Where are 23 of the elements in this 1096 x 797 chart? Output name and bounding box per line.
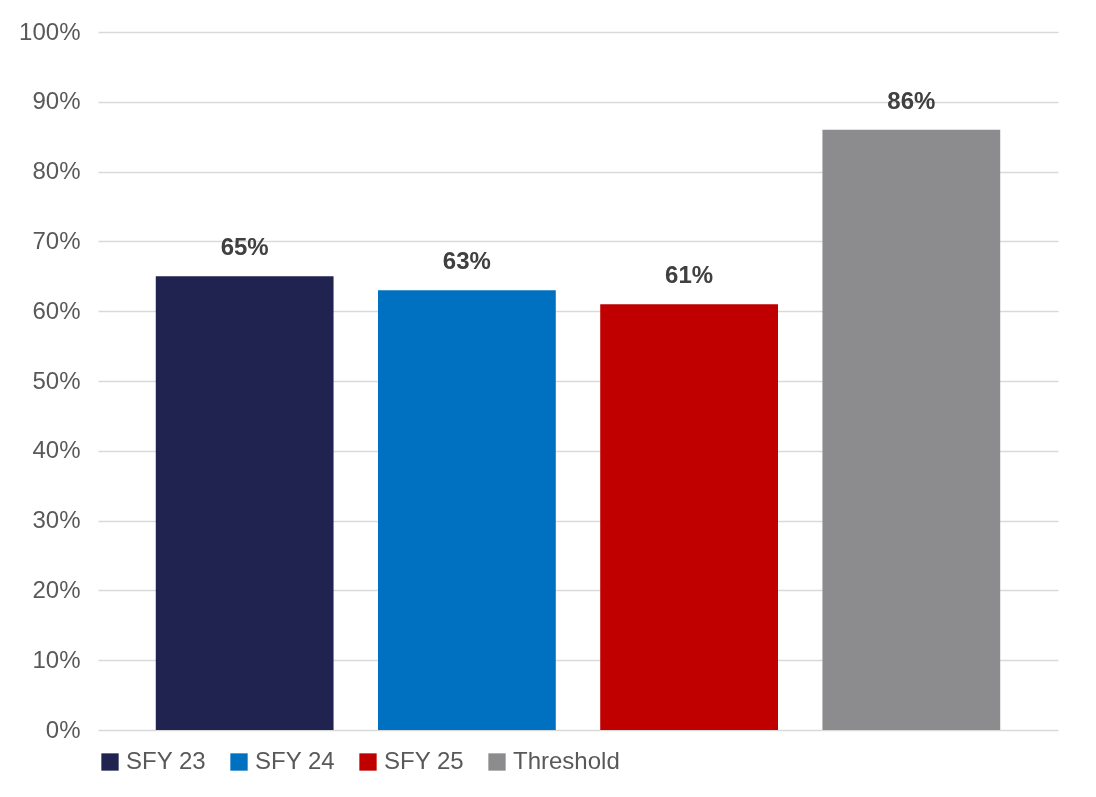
legend-label: SFY 23 <box>126 747 206 774</box>
y-tick-label: 70% <box>32 226 81 254</box>
bar <box>155 276 334 730</box>
legend-label: Threshold <box>513 747 620 774</box>
legend-label: SFY 25 <box>384 747 464 774</box>
data-label: 63% <box>442 247 491 275</box>
y-tick-label: 60% <box>32 296 81 324</box>
y-tick-label: 10% <box>32 645 81 673</box>
y-tick-label: 50% <box>32 366 81 394</box>
y-tick-label: 80% <box>32 157 81 185</box>
legend-label: SFY 24 <box>255 747 335 774</box>
y-tick-label: 20% <box>32 575 81 603</box>
y-tick-label: 30% <box>32 506 81 534</box>
data-label: 86% <box>887 86 936 114</box>
y-tick-label: 90% <box>32 87 81 115</box>
bar <box>378 290 556 730</box>
y-tick-label: 0% <box>45 715 81 743</box>
data-label: 61% <box>665 261 714 289</box>
y-tick-label: 100% <box>19 17 81 45</box>
y-tick-label: 40% <box>32 436 81 464</box>
bar <box>600 304 778 730</box>
bar <box>822 129 1001 730</box>
data-label: 65% <box>220 233 269 261</box>
